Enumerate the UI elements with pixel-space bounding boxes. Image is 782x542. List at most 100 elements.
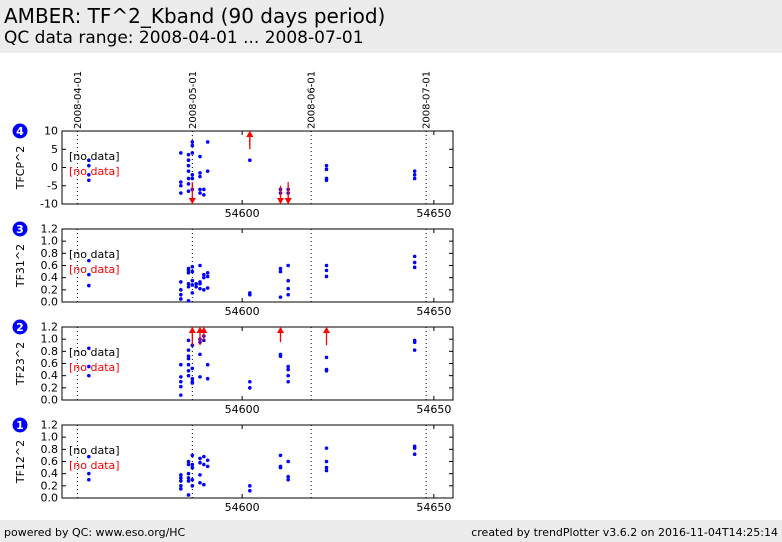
panel-4-point-25 xyxy=(198,191,202,195)
panel-4-point-40 xyxy=(412,173,417,177)
panel-3-point-12 xyxy=(186,298,191,303)
panel-3-point-23 xyxy=(198,286,202,291)
panel-3-no-data-red: [no data] xyxy=(69,263,120,276)
panel-1-point-39 xyxy=(324,468,329,473)
panel-2-point-2 xyxy=(87,373,91,378)
panel-3-ylabel: TF31^2 xyxy=(14,244,27,288)
panel-4-ytick-label-3: 5 xyxy=(51,143,58,156)
panel-1-point-30 xyxy=(278,453,283,458)
panel-1-point-2 xyxy=(87,477,91,482)
panel-2-xtick-label-0: 54600 xyxy=(225,403,260,416)
panel-3-point-22 xyxy=(198,281,202,286)
panel-3-point-33 xyxy=(278,269,283,274)
panel-2-ytick-label-2: 0.4 xyxy=(41,369,59,382)
panel-2-point-5 xyxy=(179,379,183,384)
panel-3-ytick-label-2: 0.4 xyxy=(41,271,59,284)
panel-1-point-42 xyxy=(412,452,417,457)
panel-3-badge-label: 3 xyxy=(16,223,24,236)
panel-3-frame xyxy=(61,228,454,303)
panel-2-point-41 xyxy=(412,348,417,352)
panel-1-point-0 xyxy=(87,454,91,459)
panel-1-point-16 xyxy=(190,465,195,470)
panel-2-point-4 xyxy=(179,375,183,379)
panel-3-point-37 xyxy=(286,286,290,291)
panel-3-ytick-label-6: 1.2 xyxy=(41,223,59,236)
panel-4-point-15 xyxy=(190,143,195,148)
panel-3-point-35 xyxy=(286,263,290,268)
panel-1-ytick-label-6: 1.2 xyxy=(41,419,59,432)
panel-1-xtick-label-1: 54650 xyxy=(416,501,451,514)
panel-4-point-9 xyxy=(186,158,191,162)
panel-3-point-25 xyxy=(202,275,206,280)
panel-2-point-36 xyxy=(324,355,329,360)
panel-4-arrow-head-2 xyxy=(277,198,284,204)
panel-1-ytick-label-2: 0.4 xyxy=(41,467,59,480)
panel-4-badge xyxy=(12,123,28,139)
panel-1-badge-label: 1 xyxy=(16,419,24,432)
panel-1-point-6 xyxy=(179,484,183,488)
panel-2-point-23 xyxy=(198,375,202,379)
panel-2-point-31 xyxy=(278,354,283,359)
panel-3-point-43 xyxy=(412,260,417,265)
header: AMBER: TF^2_Kband (90 days period) QC da… xyxy=(0,0,782,53)
panel-4-point-17 xyxy=(190,173,195,177)
panel-2-point-14 xyxy=(186,373,191,378)
panel-2-ytick-label-3: 0.6 xyxy=(41,357,59,370)
panel-3-point-16 xyxy=(190,283,195,287)
panel-3-xtick-label-0: 54600 xyxy=(225,305,260,318)
panel-3-point-42 xyxy=(412,254,417,259)
panel-1-point-10 xyxy=(186,471,191,476)
panel-2-point-16 xyxy=(190,366,195,371)
panel-3-ytick-label-1: 0.2 xyxy=(41,283,59,296)
panel-4-ytick-label-0: -10 xyxy=(40,198,58,211)
panel-1-point-1 xyxy=(87,471,91,476)
panel-4-point-2 xyxy=(87,173,91,177)
panel-1-point-41 xyxy=(412,446,417,450)
panel-2-point-27 xyxy=(205,376,210,381)
footer-powered-by: powered by QC: www.eso.org/HC xyxy=(4,526,186,539)
panel-1-point-12 xyxy=(186,479,191,483)
panel-4-arrow-head-5 xyxy=(246,131,254,137)
panel-4-point-16 xyxy=(190,151,195,155)
panel-2-no-data-red: [no data] xyxy=(69,361,120,374)
panel-1-point-33 xyxy=(286,459,290,464)
panel-4-point-1 xyxy=(87,163,91,168)
panel-3-point-26 xyxy=(202,288,206,292)
panel-4-no-data-red: [no data] xyxy=(69,165,120,178)
panel-4-point-5 xyxy=(179,180,183,184)
panel-2-point-22 xyxy=(198,352,202,357)
panel-4-ytick-label-2: 0 xyxy=(51,161,58,174)
panel-2-point-32 xyxy=(286,364,290,369)
panel-1-point-35 xyxy=(286,477,290,482)
panel-2-point-29 xyxy=(248,386,252,390)
panel-4-ytick-label-4: 10 xyxy=(44,125,58,138)
panel-1-point-36 xyxy=(324,446,329,450)
panel-1-no-data-red: [no data] xyxy=(69,459,120,472)
panel-4-point-0 xyxy=(87,158,91,162)
panel-4-point-7 xyxy=(179,191,183,195)
panel-3-point-40 xyxy=(324,268,329,273)
panel-2-ytick-label-0: 0.0 xyxy=(41,394,59,407)
panel-2-frame xyxy=(61,326,454,401)
panel-2-point-25 xyxy=(202,338,206,343)
panel-4-point-28 xyxy=(205,140,210,144)
panel-2-point-28 xyxy=(248,379,252,384)
panel-2-point-38 xyxy=(324,369,329,373)
panel-4-xtick-label-0: 54600 xyxy=(225,207,260,220)
panel-1-no-data-black: [no data] xyxy=(69,444,120,457)
panel-1-point-38 xyxy=(324,465,329,470)
panel-2-ytick-label-5: 1.0 xyxy=(41,333,59,346)
panel-4-point-30 xyxy=(248,158,252,162)
panel-2-point-34 xyxy=(286,373,290,378)
panel-2-arrow-head-0 xyxy=(188,327,196,333)
panel-3-ytick-label-3: 0.6 xyxy=(41,259,59,272)
panel-3-point-29 xyxy=(205,286,210,290)
panel-3-point-34 xyxy=(278,295,283,299)
panel-4-point-4 xyxy=(179,151,183,155)
panel-2-badge xyxy=(12,319,28,335)
panel-2-point-8 xyxy=(186,338,191,343)
panel-4-point-29 xyxy=(205,169,210,173)
panel-3-point-10 xyxy=(186,281,191,286)
panel-2-ytick-label-6: 1.2 xyxy=(41,321,59,334)
panel-4-point-11 xyxy=(186,169,191,173)
